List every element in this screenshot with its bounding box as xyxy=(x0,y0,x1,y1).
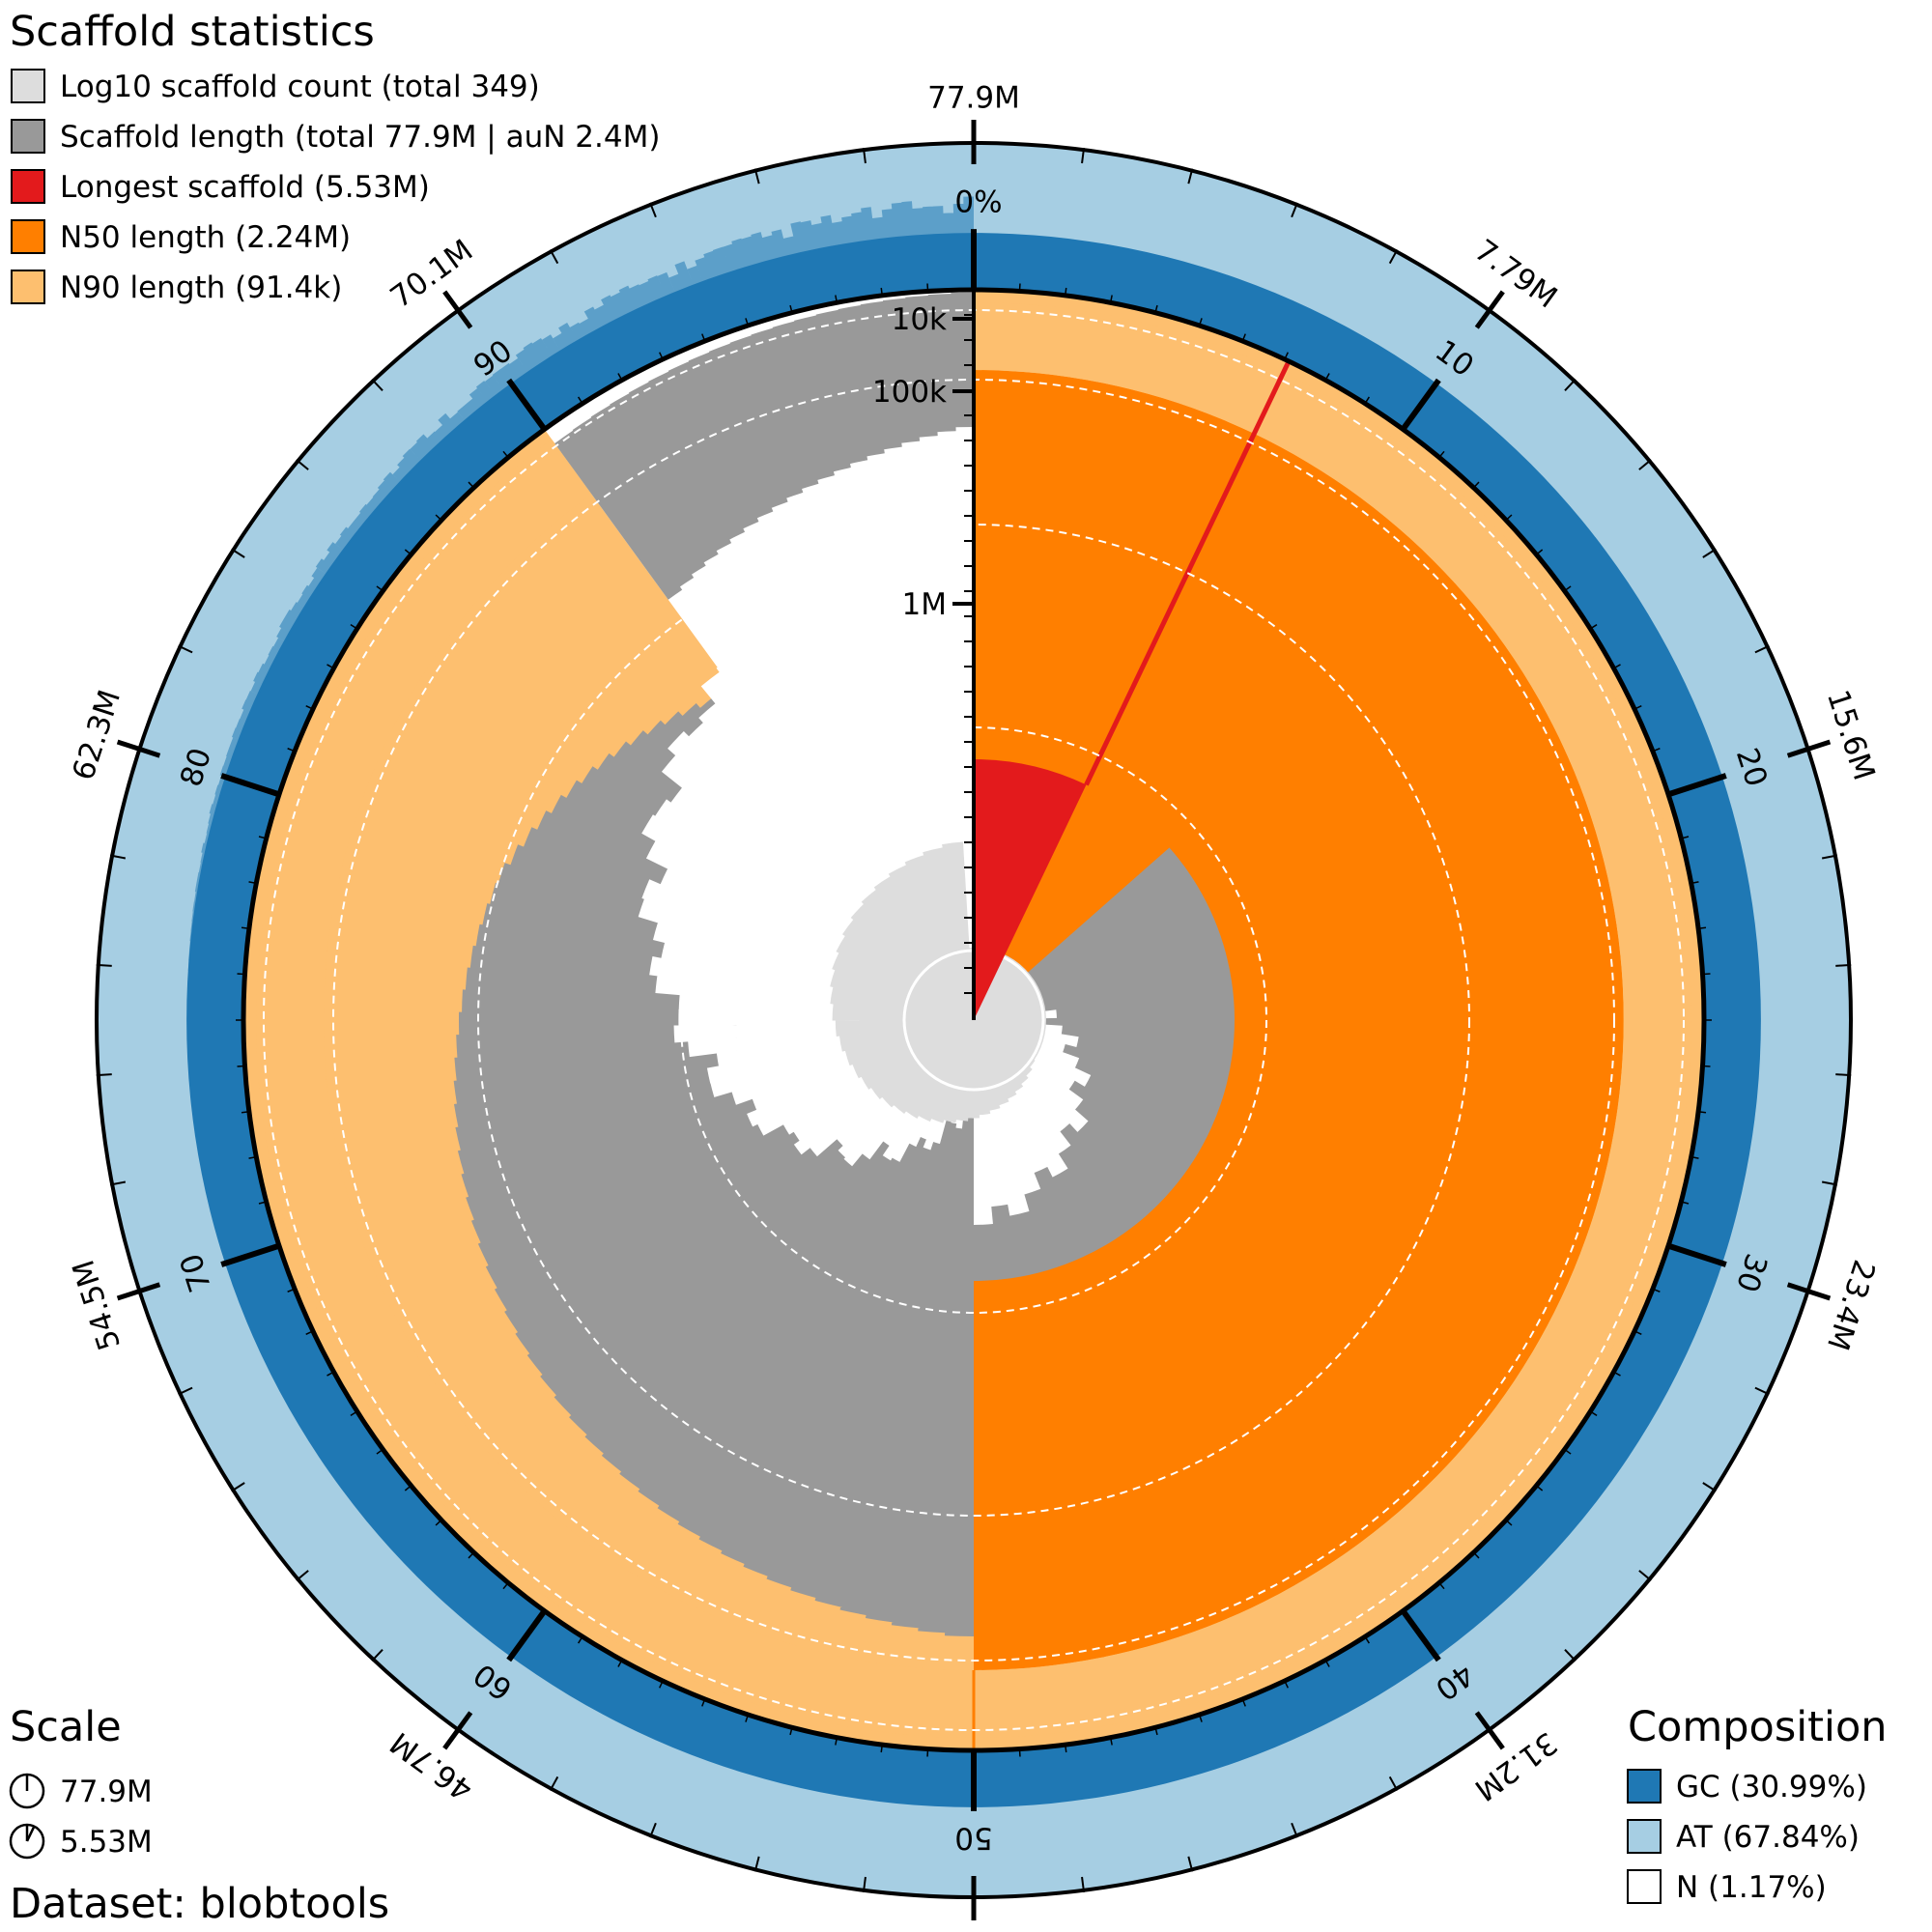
outer-tick-label: 54.5M xyxy=(66,1256,128,1354)
outer-tick-label: 77.9M xyxy=(927,81,1020,116)
legend-swatch xyxy=(11,219,45,254)
percent-tick xyxy=(506,378,548,432)
radial-tick-label: 1M xyxy=(902,587,947,622)
outer-major-tick xyxy=(116,1282,161,1301)
outer-major-tick xyxy=(442,290,473,329)
scale-ring xyxy=(680,726,1267,1314)
scaffold-legend-title: Scaffold statistics xyxy=(10,8,375,56)
n50-sector xyxy=(974,370,1624,1670)
outer-tick-label: 62.3M xyxy=(66,686,128,784)
composition-label: N (1.17%) xyxy=(1676,1870,1827,1905)
composition-legend-title: Composition xyxy=(1628,1703,1888,1751)
percent-tick xyxy=(1667,1242,1727,1267)
scale-legend: Scale 77.9M 5.53M xyxy=(9,1703,153,1860)
radial-tick-label: 100k xyxy=(872,375,947,410)
outer-tick-label: 23.4M xyxy=(1820,1256,1882,1354)
outer-tick-label: 38.9M xyxy=(927,1925,1020,1932)
scale-label: 5.53M xyxy=(60,1825,153,1860)
legend-label: Scaffold length (total 77.9M | auN 2.4M) xyxy=(60,120,660,155)
outer-tick-label: 7.79M xyxy=(1468,233,1564,315)
outer-tick-label: 46.7M xyxy=(384,1724,480,1806)
scaffold-legend: Scaffold statistics Log10 scaffold count… xyxy=(10,8,660,305)
dataset-label: Dataset: blobtools xyxy=(10,1880,389,1928)
percent-tick xyxy=(506,1608,548,1662)
outer-tick-label: 15.6M xyxy=(1820,686,1882,784)
composition-label: AT (67.84%) xyxy=(1676,1820,1860,1855)
percent-tick xyxy=(1400,1608,1441,1662)
outer-tick-label: 31.2M xyxy=(1468,1724,1564,1806)
composition-legend: Composition GC (30.99%) AT (67.84%) N (1.1… xyxy=(1627,1703,1888,1905)
scale-legend-title: Scale xyxy=(10,1703,122,1751)
legend-label: N50 length (2.24M) xyxy=(60,220,351,255)
outer-tick-label: 70.1M xyxy=(384,233,480,315)
legend-swatch xyxy=(11,169,45,204)
outer-major-tick xyxy=(1786,1282,1832,1301)
composition-swatch xyxy=(1627,1819,1662,1854)
legend-swatch xyxy=(11,69,45,103)
longest-scaffold-sector xyxy=(974,759,1087,1020)
composition-swatch xyxy=(1627,1769,1662,1804)
composition-label: GC (30.99%) xyxy=(1676,1770,1867,1804)
percent-tick xyxy=(1400,378,1441,432)
outer-major-tick xyxy=(442,1711,473,1750)
inner-plot xyxy=(241,280,1707,1753)
percent-tick xyxy=(220,1242,280,1267)
composition-swatch xyxy=(1627,1869,1662,1904)
percent-tick xyxy=(1667,773,1727,798)
outer-major-tick xyxy=(1474,290,1505,329)
legend-label: N90 length (91.4k) xyxy=(60,270,342,305)
legend-swatch xyxy=(11,119,45,154)
legend-swatch xyxy=(11,270,45,304)
radial-tick-label: 10k xyxy=(892,302,947,337)
legend-label: Longest scaffold (5.53M) xyxy=(60,170,430,205)
scaffold-length-inner xyxy=(974,847,1235,1281)
percent-tick-label: 50 xyxy=(954,1820,992,1855)
outer-major-tick xyxy=(116,739,161,758)
scale-ring xyxy=(477,524,1470,1517)
scale-label: 77.9M xyxy=(60,1775,153,1809)
percent-tick-label: 0% xyxy=(954,185,1002,220)
outer-major-tick xyxy=(1786,739,1832,758)
legend-label: Log10 scaffold count (total 349) xyxy=(60,70,540,104)
outer-major-tick xyxy=(1474,1711,1505,1750)
percent-tick xyxy=(220,773,280,798)
